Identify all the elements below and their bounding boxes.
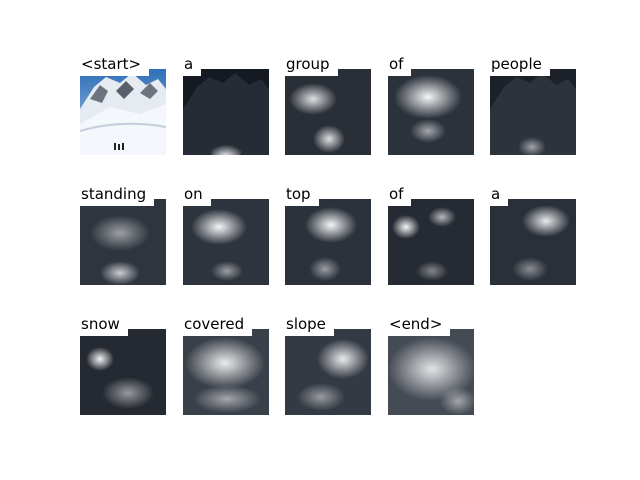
token-label-5: people (490, 55, 550, 76)
attention-map-13 (285, 329, 371, 415)
attention-map-10 (490, 199, 576, 285)
attention-panel-12 (183, 329, 269, 415)
token-label-3: group (285, 55, 338, 76)
attention-map-2 (183, 69, 269, 155)
attention-map-6 (80, 199, 166, 285)
token-label-11: snow (80, 315, 128, 336)
attention-panel-5 (490, 69, 576, 155)
attention-map-11 (80, 329, 166, 415)
attention-panel-1 (80, 69, 166, 155)
attention-map-14 (388, 329, 474, 415)
attention-panel-3 (285, 69, 371, 155)
attention-map-8 (285, 199, 371, 285)
attention-map-4 (388, 69, 474, 155)
attention-map-5 (490, 69, 576, 155)
token-label-4: of (388, 55, 411, 76)
token-label-9: of (388, 185, 411, 206)
token-label-13: slope (285, 315, 334, 336)
attention-panel-11 (80, 329, 166, 415)
attention-panel-2 (183, 69, 269, 155)
token-label-10: a (490, 185, 508, 206)
attention-panel-14 (388, 329, 474, 415)
attention-panel-13 (285, 329, 371, 415)
token-label-2: a (183, 55, 201, 76)
attention-panel-6 (80, 199, 166, 285)
attention-map-9 (388, 199, 474, 285)
attention-panel-8 (285, 199, 371, 285)
attention-panel-10 (490, 199, 576, 285)
token-label-8: top (285, 185, 319, 206)
attention-panel-7 (183, 199, 269, 285)
token-label-14: <end> (388, 315, 450, 336)
token-label-6: standing (80, 185, 154, 206)
token-label-12: covered (183, 315, 252, 336)
attention-map-3 (285, 69, 371, 155)
attention-panel-4 (388, 69, 474, 155)
token-label-1: <start> (80, 55, 149, 76)
attention-map-12 (183, 329, 269, 415)
attention-panel-9 (388, 199, 474, 285)
token-label-7: on (183, 185, 211, 206)
mountain-photo (80, 69, 166, 155)
attention-map-7 (183, 199, 269, 285)
